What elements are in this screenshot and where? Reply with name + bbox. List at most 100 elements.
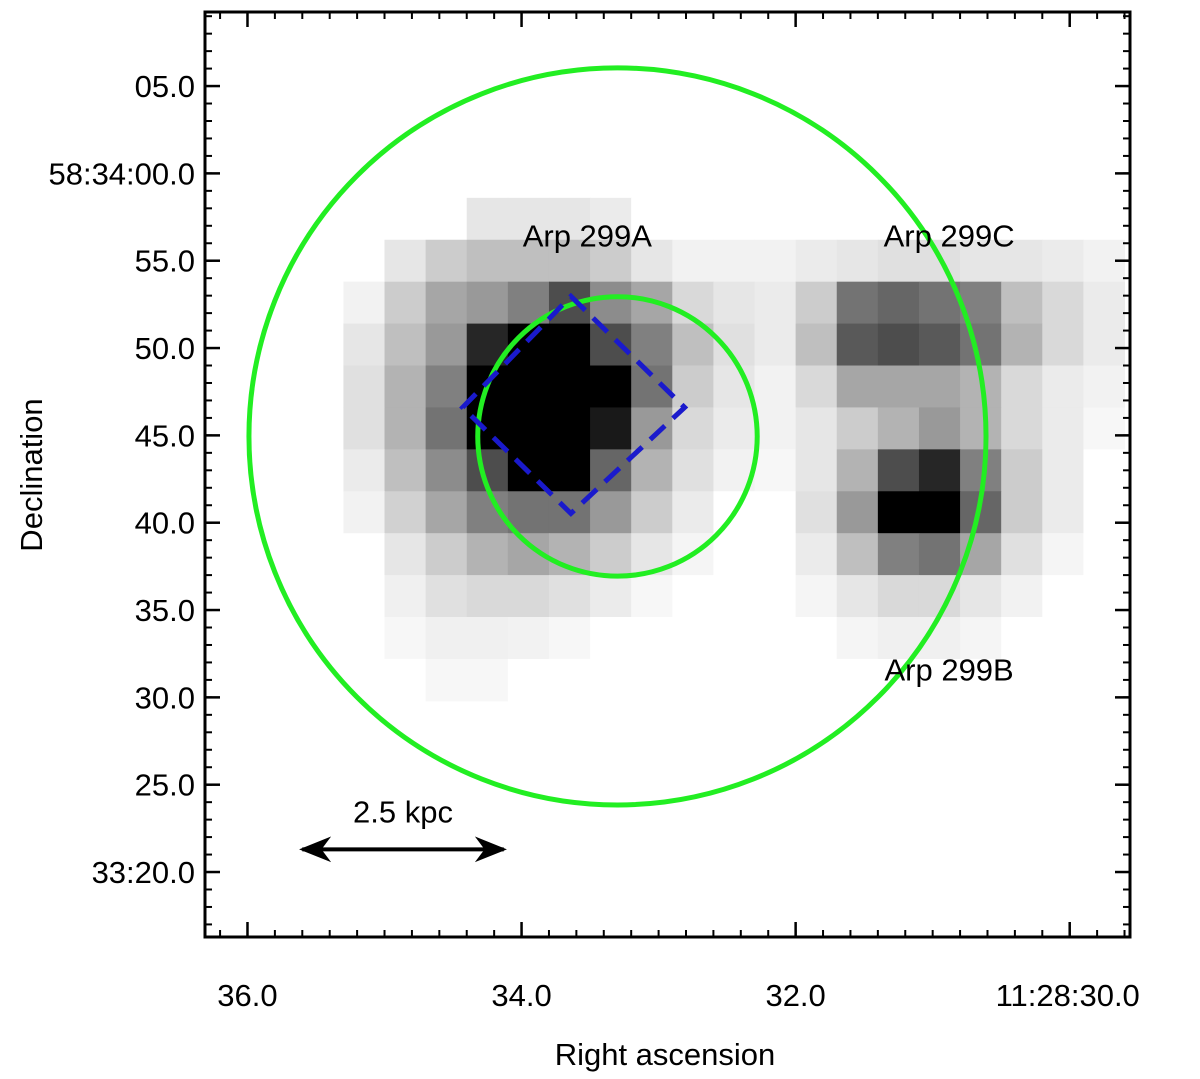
pixel [384,617,427,660]
pixel [425,197,468,241]
pixel [795,658,838,702]
pixel [631,449,673,492]
pixel [343,239,386,283]
pixel [1042,407,1084,450]
pixel [877,323,920,367]
x-axis-label: Right ascension [555,1037,776,1072]
pixel [425,323,468,367]
pixel [548,197,591,241]
pixel [548,449,591,492]
pixel [1042,575,1084,618]
pixel [343,575,386,618]
pixel [1001,617,1043,660]
pixel [754,365,797,408]
pixel [672,617,714,660]
pixel [631,323,673,367]
pixel [507,617,550,660]
pixel [1001,239,1043,283]
pixel [1001,491,1043,534]
pixel [590,533,632,576]
pixel [507,491,550,534]
pixel [1001,658,1043,702]
pixel [1001,449,1043,492]
pixel [672,449,714,492]
pixel [918,407,961,450]
pixel [960,239,1002,283]
pixel [384,239,427,283]
pixel [1042,617,1084,660]
pixel [918,533,961,576]
pixel [590,407,632,450]
pixel [877,407,920,450]
pixel [590,239,632,283]
pixel [425,617,468,660]
pixel [343,407,386,450]
pixel [1083,323,1126,367]
pixel [548,575,591,618]
pixel [384,365,427,408]
pixel [795,281,838,325]
pixel [425,658,468,702]
pixel [877,533,920,576]
pixel [918,449,961,492]
pixel [836,197,879,241]
pixel [1083,658,1126,702]
pixel [466,617,509,660]
pixel [836,323,879,367]
pixel [548,239,591,283]
pixel [1083,365,1126,408]
pixel [713,617,756,660]
pixel [590,323,632,367]
pixel [960,617,1002,660]
pixel [754,491,797,534]
pixel [384,281,427,325]
pixel [343,658,386,702]
pixel [877,449,920,492]
pixel [795,449,838,492]
pixel [836,365,879,408]
pixel [795,533,838,576]
pixel [466,281,509,325]
pixel [343,533,386,576]
pixel [1083,281,1126,325]
pixel [384,658,427,702]
pixel [631,197,673,241]
y-axis-label: Declination [14,398,49,551]
pixel [425,575,468,618]
pixel [384,197,427,241]
pixel [507,407,550,450]
pixel [1083,449,1126,492]
pixel [960,575,1002,618]
pixel [754,323,797,367]
pixel [877,617,920,660]
pixel [384,533,427,576]
pixel [384,491,427,534]
pixel [343,365,386,408]
y-tick-label: 05.0 [135,69,195,104]
pixel [425,281,468,325]
pixel [425,407,468,450]
aperture-box [459,292,689,517]
y-tick-label: 30.0 [135,680,195,715]
pixel [548,617,591,660]
pixel [795,197,838,241]
pixel [631,407,673,450]
pixel [507,365,550,408]
pixel [1001,197,1043,241]
pixel [960,323,1002,367]
pixel [960,197,1002,241]
pixel [877,281,920,325]
pixel [672,239,714,283]
pixel [754,407,797,450]
pixel [507,658,550,702]
pixel [795,365,838,408]
pixel [1042,281,1084,325]
pixel [1042,365,1084,408]
pixel [795,575,838,618]
pixel [466,575,509,618]
pixel [754,617,797,660]
pixel [1083,491,1126,534]
aperture-circle [246,65,989,808]
pixel [836,575,879,618]
pixel [713,658,756,702]
